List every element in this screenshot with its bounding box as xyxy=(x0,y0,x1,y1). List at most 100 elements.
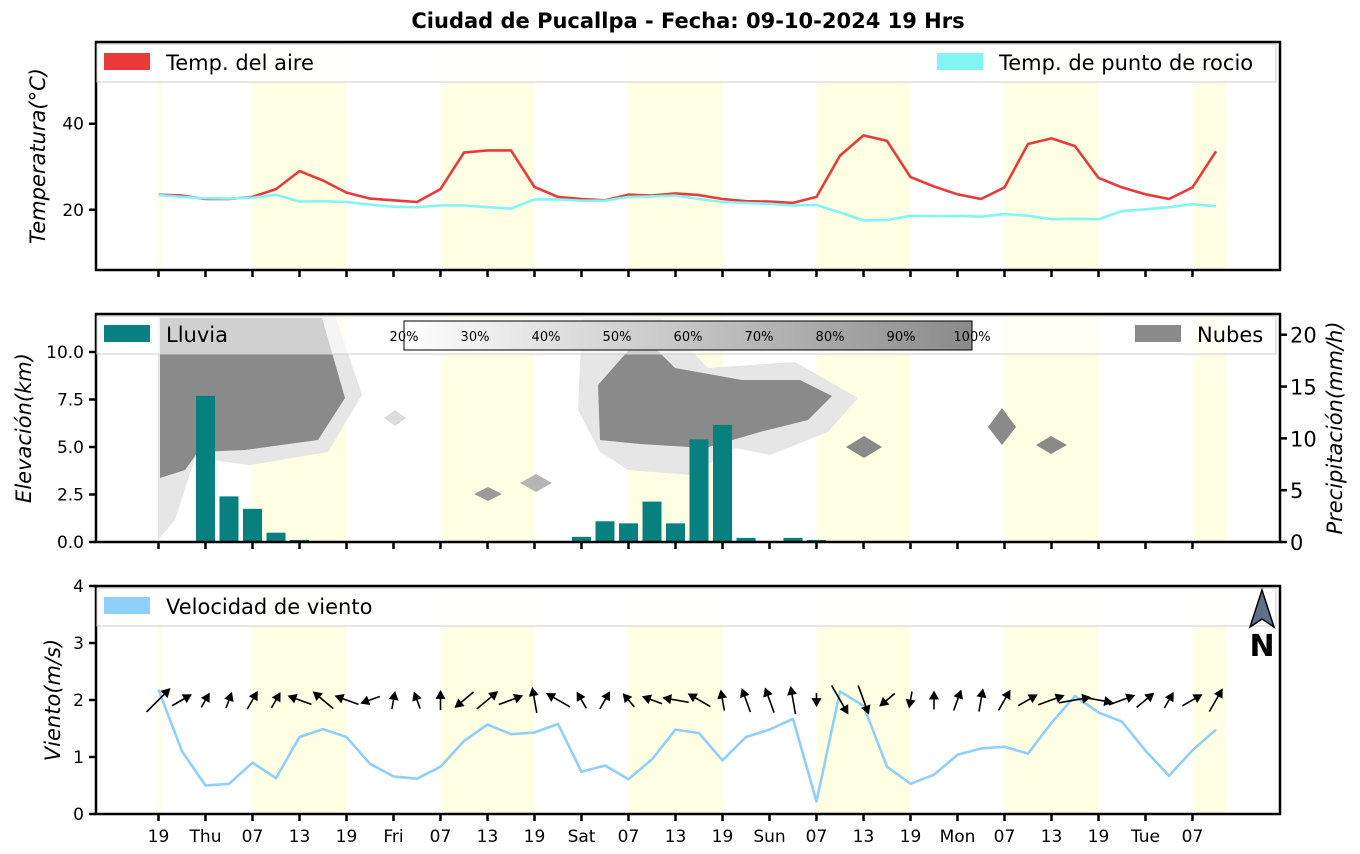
wind-arrow-icon xyxy=(929,690,939,710)
wind-arrow-head xyxy=(312,691,323,701)
y-tick-label: 40 xyxy=(62,115,84,135)
air-temperature-polyline xyxy=(158,134,1218,205)
rain-bar xyxy=(642,501,662,542)
wind-legend: Velocidad de viento xyxy=(96,587,1277,627)
elevation-y-label: Elevación(km) xyxy=(12,353,36,503)
rain-bar xyxy=(689,439,709,542)
wind-arrow-icon xyxy=(360,695,381,706)
wind-arrow-icon xyxy=(312,691,334,710)
wind-arrow-shaft xyxy=(532,692,538,714)
wind-arrow-head xyxy=(271,692,281,703)
wind-arrow-head xyxy=(787,685,797,696)
wind-arrow-icon xyxy=(224,691,234,709)
temperature-legend: Temp. del aire Temp. de punto de rocio xyxy=(96,43,1277,83)
x-tick-label: 07 xyxy=(1182,827,1204,847)
cloud-spot-2 xyxy=(988,408,1016,445)
dew-point-line xyxy=(158,193,1217,222)
wind-speed-line xyxy=(157,689,1217,803)
precipitation-y-label: Precipitación(mm/h) xyxy=(1323,321,1347,534)
wind-arrow-head xyxy=(1144,692,1155,703)
wind-arrow-icon xyxy=(145,688,171,713)
wind-arrow-icon xyxy=(740,688,752,713)
precipitation-y-ticks: 0 5 10 15 20 xyxy=(1280,324,1317,555)
wind-arrow-head xyxy=(388,690,399,701)
wind-arrow-head xyxy=(412,691,422,702)
colorbar-label: 80% xyxy=(816,330,845,345)
y-tick-label: 2.5 xyxy=(57,486,84,506)
precipitation-legend: Lluvia Nubes xyxy=(96,315,1277,355)
x-tick-label: 19 xyxy=(148,827,170,847)
wind-arrow-icon xyxy=(976,688,987,712)
wind-arrow-head xyxy=(435,689,446,699)
x-tick-label: Tue xyxy=(1130,827,1160,847)
clouds-legend-label: Nubes xyxy=(1197,323,1263,347)
wind-arrow-icon xyxy=(576,691,588,709)
wind-arrow-icon xyxy=(412,691,422,709)
rain-bar xyxy=(736,537,756,542)
wind-arrow-head xyxy=(1027,694,1038,704)
wind-arrow-head xyxy=(905,698,916,709)
wind-arrow-icon xyxy=(905,691,916,709)
rain-bar xyxy=(243,508,262,542)
x-tick-label: 07 xyxy=(994,827,1016,847)
cloud-colorbar: 20% 30% 40% 50% 60% 70% 80% 90% 100% xyxy=(390,320,991,351)
dew-point-legend-label: Temp. de punto de rocio xyxy=(998,51,1253,75)
wind-arrow-icon xyxy=(528,687,539,714)
x-tick-label: 13 xyxy=(1041,827,1063,847)
cloud-mass-sat-sun-core xyxy=(598,335,832,448)
temperature-axes-frame xyxy=(94,40,1282,272)
wind-arrow-icon xyxy=(1038,693,1065,706)
rain-bar xyxy=(783,537,803,542)
precipitation-axes-frame xyxy=(94,312,1282,544)
rain-bar xyxy=(619,523,638,542)
y-tick-label: 3 xyxy=(73,634,84,654)
y-tick-label: 7.5 xyxy=(57,391,84,411)
north-label: N xyxy=(1249,629,1274,664)
wind-arrow-shaft xyxy=(292,696,312,706)
north-arrow-icon xyxy=(1248,587,1276,629)
y-tick-label: 0 xyxy=(73,805,84,825)
y-tick-label: 0.0 xyxy=(57,533,84,553)
rain-bars xyxy=(196,395,826,542)
wind-arrow-icon xyxy=(622,693,635,708)
temperature-y-label: Temperatura(°C) xyxy=(26,68,50,244)
wind-arrow-shaft xyxy=(830,685,847,710)
y-tick-label: 0 xyxy=(1290,531,1303,555)
y-tick-label: 10.0 xyxy=(46,343,84,363)
x-tick-label: 19 xyxy=(1088,827,1110,847)
wind-speed-polyline xyxy=(157,689,1217,803)
colorbar-labels: 20% 30% 40% 50% 60% 70% 80% 90% 100% xyxy=(390,330,991,345)
wind-arrow-head xyxy=(811,698,822,708)
wind-arrow-head xyxy=(248,690,258,702)
wind-arrow-head xyxy=(287,694,298,704)
y-tick-label: 20 xyxy=(62,201,84,221)
wind-arrow-icon xyxy=(171,694,192,707)
y-tick-label: 10 xyxy=(1290,427,1317,451)
y-tick-label: 1 xyxy=(73,748,84,768)
wind-arrow-shaft xyxy=(316,694,334,710)
wind-arrow-shaft xyxy=(742,693,752,713)
x-tick-label: Sat xyxy=(568,827,596,847)
wind-arrow-head xyxy=(576,691,586,702)
rain-bar xyxy=(595,521,615,542)
cloud-spot-5 xyxy=(520,474,552,492)
y-tick-label: 2 xyxy=(73,691,84,711)
x-tick-label: 13 xyxy=(853,827,875,847)
wind-arrow-icon xyxy=(687,693,711,708)
wind-arrow-shaft xyxy=(1058,697,1086,704)
wind-arrow-icon xyxy=(200,692,210,708)
figure-title: Ciudad de Pucallpa - Fecha: 09-10-2024 1… xyxy=(411,9,964,33)
wind-arrow-icon xyxy=(498,693,524,706)
rain-bar xyxy=(572,536,591,542)
elevation-y-ticks: 0.0 2.5 5.0 7.5 10.0 xyxy=(46,343,96,553)
dew-point-legend-swatch xyxy=(937,53,983,70)
wind-arrow-head xyxy=(488,691,499,701)
wind-arrow-head xyxy=(1192,694,1203,704)
wind-arrow-icon xyxy=(857,685,871,715)
wind-arrow-icon xyxy=(1136,692,1155,709)
colorbar-label: 40% xyxy=(532,330,561,345)
wind-arrow-icon xyxy=(476,691,499,710)
wind-arrow-shaft xyxy=(550,695,571,708)
wind-arrow-head xyxy=(528,687,539,697)
